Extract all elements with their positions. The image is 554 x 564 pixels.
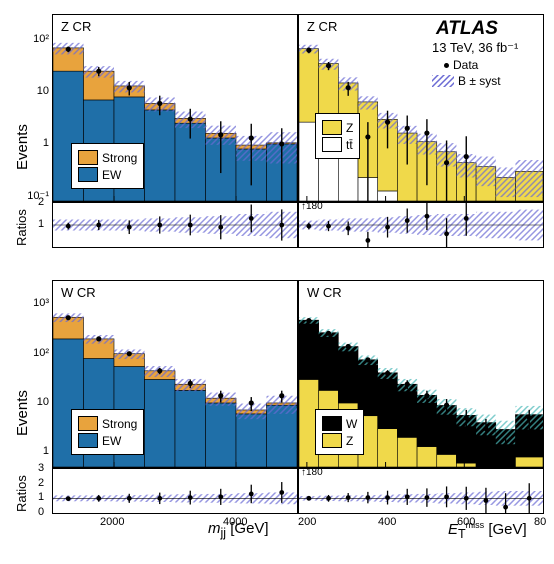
- legend-band-label: B ± syst: [458, 74, 501, 88]
- legend-swatch: [322, 137, 342, 152]
- ytick-ratio: 2: [38, 477, 44, 489]
- xtick-mjj-4000: 4000: [223, 516, 247, 528]
- legend-label: Z: [346, 434, 353, 448]
- hatch-icon: [432, 75, 454, 87]
- xtick-met-600: 600: [457, 516, 475, 528]
- ytick-ratio: 0: [38, 506, 44, 518]
- legend-item: W: [322, 416, 357, 431]
- ratio-wcr-met: ↑180: [298, 468, 544, 514]
- legend-item: EW: [78, 433, 137, 448]
- panel-zcr-mjj: Z CR Strong EW: [52, 14, 298, 202]
- ytick: 10: [22, 396, 49, 408]
- legend-item: Strong: [78, 150, 137, 165]
- xstart-arrow: ↑180: [301, 201, 323, 212]
- legend-label: W: [346, 417, 357, 431]
- ytick: 10⁻¹: [22, 189, 49, 202]
- luminosity-label: 13 TeV, 36 fb⁻¹: [432, 40, 518, 56]
- svg-text:Z CR: Z CR: [307, 19, 337, 34]
- legend-item: Z: [322, 120, 353, 135]
- legend-swatch: [322, 416, 342, 431]
- ytick-ratio: 1: [38, 491, 44, 503]
- legend-data-label: Data: [453, 58, 478, 72]
- legend-swatch: [78, 433, 98, 448]
- legend-label: Strong: [102, 151, 137, 165]
- legend-label: tt̄: [346, 138, 353, 152]
- legend-label: Strong: [102, 417, 137, 431]
- experiment-label: ATLAS: [436, 18, 498, 40]
- ytick: 10²: [22, 33, 49, 45]
- legend-item: Strong: [78, 416, 137, 431]
- legend-label: EW: [102, 168, 121, 182]
- svg-text:W CR: W CR: [307, 285, 342, 300]
- legend-box: Ztt̄: [315, 113, 360, 159]
- ytick: 1: [22, 445, 49, 457]
- legend-item: Z: [322, 433, 357, 448]
- xtick-met-last: 80: [534, 516, 546, 528]
- panel-wcr-mjj: W CR Strong EW: [52, 280, 298, 468]
- ytick: 10³: [22, 297, 49, 309]
- ratio-zcr-met: ↑180: [298, 202, 544, 248]
- legend-item: EW: [78, 167, 137, 182]
- ytick-ratio: 2: [38, 196, 44, 208]
- panel-wcr-met: W CR WZ: [298, 280, 544, 468]
- xtick-mjj-2000: 2000: [100, 516, 124, 528]
- xstart-arrow: ↑180: [301, 467, 323, 478]
- xtick-met-400: 400: [378, 516, 396, 528]
- data-marker-icon: [444, 63, 449, 68]
- legend-box: Strong EW: [71, 143, 144, 189]
- legend-data: Data: [444, 58, 478, 72]
- svg-text:Z CR: Z CR: [61, 19, 91, 34]
- ylabel-ratios-row2: Ratios: [14, 475, 29, 512]
- ytick-ratio: 1: [38, 218, 44, 230]
- legend-swatch: [322, 120, 342, 135]
- ytick-ratio: 3: [38, 462, 44, 474]
- ytick: 10: [22, 85, 49, 97]
- ytick: 1: [22, 137, 49, 149]
- legend-box: WZ: [315, 409, 364, 455]
- legend-label: EW: [102, 434, 121, 448]
- legend-swatch: [78, 150, 98, 165]
- legend-swatch: [78, 167, 98, 182]
- ratio-wcr-mjj: [52, 468, 298, 514]
- svg-text:W CR: W CR: [61, 285, 96, 300]
- ytick: 10²: [22, 347, 49, 359]
- legend-swatch: [322, 433, 342, 448]
- xtick-met-200: 200: [298, 516, 316, 528]
- ylabel-ratios-row1: Ratios: [14, 209, 29, 246]
- figure-root: Events Ratios Events Ratios Z CRStrongEW…: [0, 0, 554, 564]
- ratio-zcr-mjj: [52, 202, 298, 248]
- legend-band: B ± syst: [432, 74, 501, 88]
- legend-box: Strong EW: [71, 409, 144, 455]
- legend-swatch: [78, 416, 98, 431]
- legend-label: Z: [346, 121, 353, 135]
- legend-item: tt̄: [322, 137, 353, 152]
